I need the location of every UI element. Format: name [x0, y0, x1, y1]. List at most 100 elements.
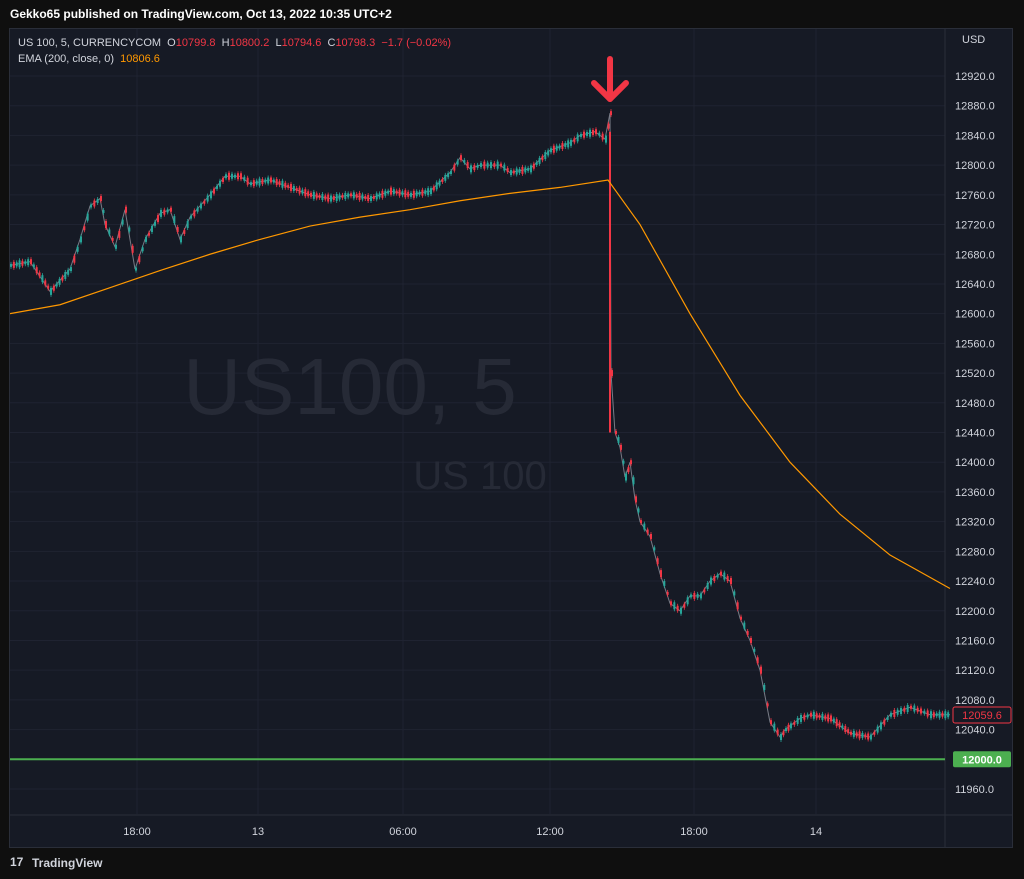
- candle-body: [427, 188, 430, 196]
- candle-body: [407, 191, 410, 197]
- y-tick-label: 12280.0: [955, 546, 995, 558]
- low-label: L: [275, 37, 282, 49]
- candle-body: [157, 215, 159, 223]
- tradingview-logo-icon[interactable]: 17: [10, 855, 24, 869]
- y-tick-label: 12720.0: [955, 220, 995, 232]
- candle-body: [160, 209, 162, 217]
- level-price-tag: [953, 751, 1011, 768]
- candle-body: [375, 193, 378, 200]
- candle-body: [720, 571, 722, 576]
- candle-body: [512, 170, 515, 174]
- candle-body: [493, 163, 496, 168]
- x-tick-label: 06:00: [389, 826, 417, 838]
- candle-body: [800, 714, 802, 722]
- candle-body: [27, 259, 30, 266]
- candle-body: [683, 603, 686, 608]
- candle-body: [456, 160, 459, 165]
- candle-body: [883, 719, 886, 725]
- candle-body: [716, 574, 719, 578]
- candle-body: [151, 225, 153, 232]
- candle-body: [131, 245, 134, 253]
- candle-body: [287, 184, 290, 188]
- candle-body: [370, 196, 372, 202]
- x-tick-label: 18:00: [123, 826, 151, 838]
- candle-body: [58, 278, 61, 285]
- candle-body: [583, 131, 585, 138]
- candle-body: [418, 191, 421, 195]
- candle-body: [246, 177, 249, 185]
- candle-body: [938, 711, 941, 718]
- candle-body: [640, 520, 642, 524]
- change-value: −1.7 (−0.02%): [381, 37, 452, 49]
- candle-body: [726, 576, 729, 582]
- candle-body: [500, 163, 502, 167]
- candle-body: [910, 705, 912, 709]
- candle-body: [118, 230, 121, 238]
- candle-body: [610, 111, 612, 116]
- candle-body: [358, 192, 361, 200]
- candle-body: [693, 592, 696, 599]
- candle-body: [576, 134, 579, 142]
- footer-brand[interactable]: TradingView: [32, 856, 103, 870]
- candle-body: [210, 191, 212, 199]
- candle-body: [660, 570, 662, 578]
- candle-body: [318, 194, 321, 198]
- y-tick-label: 11960.0: [955, 784, 994, 796]
- candle-body: [321, 193, 324, 200]
- candle-body: [203, 200, 206, 204]
- candle-body: [567, 140, 570, 148]
- x-tick-label: 13: [252, 826, 264, 838]
- chart-legend: US 100, 5, CURRENCYCOM O10799.8 H10800.2…: [18, 35, 451, 67]
- candle-body: [47, 285, 50, 289]
- candle-body: [630, 460, 632, 465]
- candle-body: [870, 734, 872, 740]
- candle-body: [586, 131, 588, 136]
- candle-body: [404, 190, 407, 198]
- candle-body: [332, 196, 335, 201]
- ema-label[interactable]: EMA (200, close, 0): [18, 53, 114, 65]
- candle-body: [476, 164, 479, 168]
- candle-body: [135, 267, 137, 271]
- candle-body: [916, 707, 919, 712]
- candle-body: [696, 593, 699, 598]
- down-arrow-head-icon[interactable]: [591, 80, 629, 102]
- candle-body: [601, 133, 604, 140]
- candle-body: [381, 190, 384, 198]
- candle-body: [496, 161, 499, 169]
- candle-body: [163, 209, 166, 215]
- candle-body: [790, 723, 792, 729]
- candle-body: [148, 232, 150, 236]
- chart-panel[interactable]: 11960.0 12000.0 12040.0 12080.0 12120.0 12160…: [9, 28, 1013, 848]
- candle-body: [347, 193, 350, 198]
- price-chart[interactable]: 11960.0 12000.0 12040.0 12080.0 12120.0 12160…: [10, 29, 1012, 847]
- candle-body: [398, 189, 401, 196]
- candle-body: [41, 275, 44, 283]
- candle-body: [295, 188, 298, 192]
- candle-body: [18, 260, 21, 268]
- candle-body: [252, 180, 255, 187]
- candle-body: [460, 155, 462, 161]
- candle-body: [766, 703, 769, 707]
- candle-body: [510, 170, 512, 176]
- candle-body: [723, 572, 726, 580]
- candle-body: [515, 168, 518, 175]
- candle-body: [730, 578, 732, 585]
- candle-body: [270, 177, 272, 183]
- level-price-label: 12000.0: [962, 754, 1002, 766]
- symbol-label[interactable]: US 100, 5, CURRENCYCOM: [18, 37, 162, 49]
- candle-body: [812, 711, 815, 719]
- candle-body: [920, 708, 922, 714]
- candle-body: [703, 589, 706, 593]
- candle-body: [852, 730, 855, 737]
- candle-body: [415, 191, 418, 197]
- candle-body: [55, 283, 58, 287]
- candle-body: [550, 148, 552, 153]
- candle-body: [793, 721, 796, 725]
- y-tick-label: 12640.0: [955, 279, 995, 291]
- candle-body: [552, 145, 555, 153]
- candle-body: [673, 602, 676, 610]
- candle-body: [243, 176, 246, 181]
- candle-body: [617, 436, 620, 443]
- candle-body: [86, 213, 89, 221]
- candle-body: [145, 236, 147, 242]
